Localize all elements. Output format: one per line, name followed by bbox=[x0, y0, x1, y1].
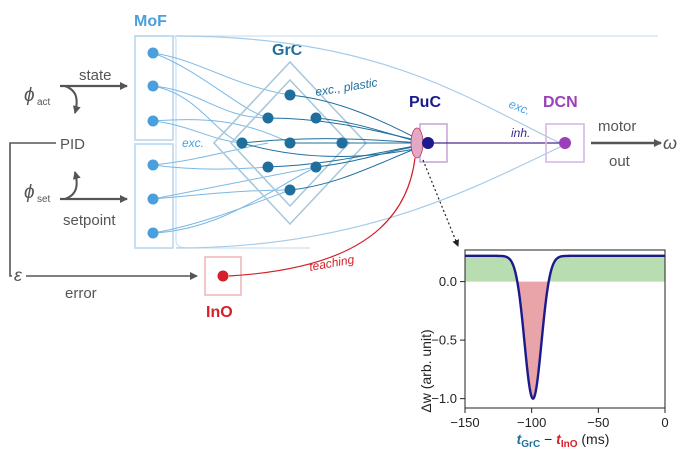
mof-upper-box bbox=[134, 35, 174, 141]
dcn-box bbox=[545, 123, 585, 163]
error-line bbox=[9, 142, 198, 280]
grc-node bbox=[310, 112, 322, 124]
grc-node bbox=[236, 137, 248, 149]
x-axis-t: t bbox=[517, 431, 523, 447]
state-pid-arrow bbox=[64, 85, 81, 114]
x-tick-label: −150 bbox=[450, 415, 479, 430]
plasticity-pointer bbox=[422, 159, 459, 247]
puc-soma bbox=[422, 137, 434, 149]
x-axis-minus: − bbox=[540, 431, 556, 447]
dcn-group: DCN motor out ω bbox=[543, 94, 677, 170]
pid-label: PID bbox=[60, 136, 85, 153]
setpoint-label: setpoint bbox=[63, 212, 116, 229]
plasticity-chart: −150 −100 −50 0 0.0−0.5−1.0 Δw (arb. unit) … bbox=[418, 249, 669, 450]
teaching-label: teaching bbox=[308, 252, 355, 274]
puc-label: PuC bbox=[409, 94, 441, 111]
mof-node bbox=[147, 115, 159, 127]
y-tick-label: −0.5 bbox=[431, 333, 457, 348]
x-axis-sub-ino: InO bbox=[561, 439, 578, 450]
grc-node bbox=[262, 112, 274, 124]
dcn-node bbox=[559, 137, 571, 149]
grc-node bbox=[310, 161, 322, 173]
ino-box bbox=[204, 256, 242, 296]
ino-node bbox=[217, 270, 229, 282]
chart-frame-top bbox=[464, 249, 666, 409]
mof-node bbox=[147, 159, 159, 171]
x-axis-label: tGrC − tInO (ms) bbox=[517, 431, 610, 450]
mof-node bbox=[147, 227, 159, 239]
x-axis-unit: (ms) bbox=[578, 431, 610, 447]
mof-dcn-lower-collateral bbox=[175, 146, 561, 249]
x-tick-label: −100 bbox=[517, 415, 546, 430]
phi-set-symbol: ϕ bbox=[24, 182, 35, 203]
y-tick-label: 0.0 bbox=[439, 274, 457, 289]
mof-lower-box bbox=[134, 143, 174, 249]
motor-label: motor bbox=[598, 118, 636, 135]
y-axis-label: Δw (arb. unit) bbox=[418, 329, 434, 412]
phi-act-symbol: ϕ bbox=[24, 85, 35, 106]
epsilon-bg bbox=[12, 266, 26, 286]
mof-nodes bbox=[147, 47, 159, 239]
parallel-fibers bbox=[241, 94, 421, 191]
dcn-label: DCN bbox=[543, 94, 578, 111]
exc-mof-label: exc. bbox=[182, 136, 204, 150]
grc-node bbox=[336, 137, 348, 149]
control-group: ϕ act ϕ set state setpoint PID ε error bbox=[9, 67, 198, 302]
grc-node bbox=[262, 161, 274, 173]
grc-node bbox=[284, 184, 296, 196]
grc-label: GrC bbox=[272, 42, 303, 59]
mof-node bbox=[147, 193, 159, 205]
grc-diamond-outer bbox=[212, 60, 368, 226]
inh-label: inh. bbox=[511, 126, 530, 140]
x-axis-t2: t bbox=[556, 431, 562, 447]
out-label: out bbox=[609, 153, 631, 170]
exc-dcn-label: exc. bbox=[507, 97, 533, 118]
grc-node bbox=[284, 137, 296, 149]
plasticity-curve bbox=[465, 254, 665, 401]
puc-dendrite bbox=[410, 127, 424, 159]
phi-set-subscript: set bbox=[37, 194, 51, 205]
puc-group: PuC inh. bbox=[409, 94, 560, 163]
error-label: error bbox=[65, 285, 97, 302]
grc-nodes bbox=[236, 89, 348, 196]
state-label: state bbox=[79, 67, 112, 84]
phi-act-subscript: act bbox=[37, 97, 51, 108]
mof-group: MoF exc. bbox=[134, 13, 658, 249]
grc-group: GrC exc., plastic bbox=[212, 42, 378, 226]
positive-area bbox=[465, 255, 665, 282]
setpoint-pid-arrow bbox=[64, 171, 81, 200]
mof-dcn-upper-collateral bbox=[175, 35, 561, 144]
y-tick-label: −1.0 bbox=[431, 391, 457, 406]
exc-plastic-label: exc., plastic bbox=[314, 75, 378, 99]
x-tick-label: 0 bbox=[661, 415, 668, 430]
mof-node bbox=[147, 47, 159, 59]
x-axis-sub-grc: GrC bbox=[521, 439, 540, 450]
x-tick-label: −50 bbox=[587, 415, 609, 430]
mof-node bbox=[147, 80, 159, 92]
epsilon-label: ε bbox=[14, 265, 23, 285]
climbing-fiber bbox=[228, 157, 416, 277]
ino-label: InO bbox=[206, 304, 233, 321]
mof-label: MoF bbox=[134, 13, 167, 30]
omega-label: ω bbox=[663, 133, 677, 153]
grc-node bbox=[284, 89, 296, 101]
